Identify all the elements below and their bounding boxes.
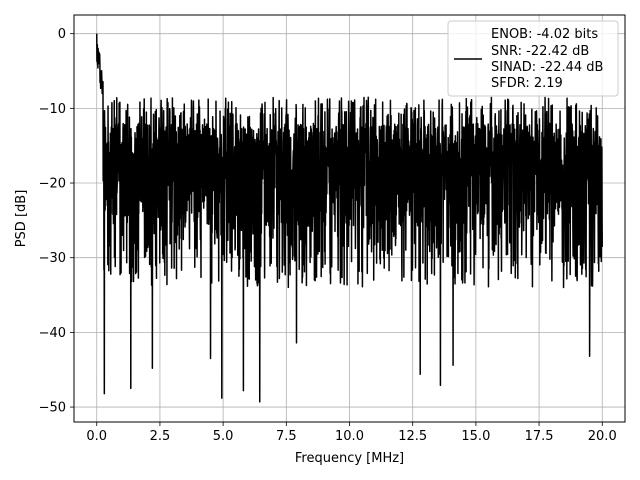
x-tick-label: 0.0: [86, 429, 107, 444]
x-tick-label: 5.0: [213, 429, 234, 444]
x-tick-label: 12.5: [398, 429, 427, 444]
y-tick-label: −30: [39, 251, 66, 266]
legend: ENOB: -4.02 bits SNR: -22.42 dB SINAD: -…: [447, 20, 619, 97]
legend-sinad: SINAD: -22.44 dB: [491, 60, 603, 75]
legend-box: [447, 20, 619, 97]
y-tick-label: −50: [39, 401, 66, 416]
psd-series-line: [96, 33, 603, 403]
x-axis-ticks: 0.0 2.5 5.0 7.5 10.0 12.5 15.0 17.5 20.0: [86, 422, 617, 444]
x-tick-label: 17.5: [525, 429, 554, 444]
x-tick-label: 15.0: [461, 429, 490, 444]
x-tick-label: 20.0: [588, 429, 617, 444]
psd-line-path: [96, 33, 603, 403]
legend-sfdr: SFDR: 2.19: [491, 76, 563, 91]
x-tick-label: 2.5: [150, 429, 171, 444]
y-tick-label: −40: [39, 326, 66, 341]
x-tick-label: 7.5: [276, 429, 297, 444]
legend-snr: SNR: -22.42 dB: [491, 44, 589, 59]
x-tick-label: 10.0: [335, 429, 364, 444]
legend-enob: ENOB: -4.02 bits: [491, 27, 598, 42]
y-axis-label: PSD [dB]: [14, 190, 29, 248]
y-axis-ticks: 0 −10 −20 −30 −40 −50: [39, 27, 74, 416]
y-tick-label: 0: [58, 27, 66, 42]
y-tick-label: −10: [39, 102, 66, 117]
x-axis-label: Frequency [MHz]: [295, 451, 404, 466]
y-tick-label: −20: [39, 177, 66, 192]
